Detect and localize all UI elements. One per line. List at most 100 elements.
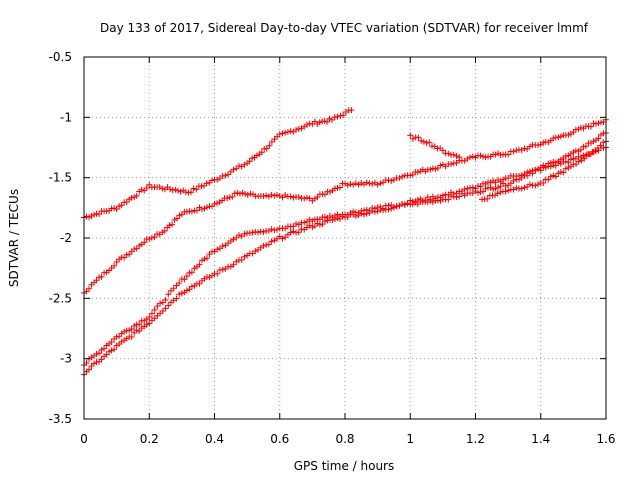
data-point <box>263 192 270 199</box>
data-point <box>295 125 302 132</box>
data-point <box>225 171 232 178</box>
data-point <box>177 188 184 195</box>
series-arc-5 <box>407 132 463 161</box>
data-point <box>537 167 544 174</box>
data-point <box>464 155 471 162</box>
data-point <box>456 154 463 161</box>
data-point <box>108 338 115 345</box>
data-point <box>547 173 554 180</box>
data-point <box>358 210 365 217</box>
data-point <box>113 206 120 213</box>
data-point <box>340 112 347 119</box>
data-point <box>303 121 310 128</box>
data-point <box>108 347 115 354</box>
data-point <box>469 153 476 160</box>
data-point <box>316 221 323 228</box>
data-point <box>497 189 504 196</box>
data-point <box>133 245 140 252</box>
data-point <box>590 138 597 145</box>
data-point <box>136 242 143 249</box>
data-point <box>535 181 542 188</box>
data-point <box>545 176 552 183</box>
data-point <box>407 172 414 179</box>
data-point <box>573 161 580 168</box>
data-point <box>126 251 133 258</box>
data-point <box>439 192 446 199</box>
data-point <box>547 163 554 170</box>
data-point <box>188 189 195 196</box>
data-point <box>116 203 123 210</box>
data-point <box>183 273 190 280</box>
data-point <box>91 360 98 367</box>
data-point <box>260 193 267 200</box>
data-point <box>437 162 444 169</box>
data-point <box>138 186 145 193</box>
data-point <box>236 190 243 197</box>
data-point <box>219 243 226 250</box>
data-point <box>450 151 457 158</box>
grid-lines <box>84 57 606 419</box>
data-point <box>570 155 577 162</box>
data-point <box>407 197 414 204</box>
data-point <box>472 185 479 192</box>
data-point <box>241 253 248 260</box>
data-point <box>123 251 130 258</box>
data-point <box>505 151 512 158</box>
data-point <box>510 148 517 155</box>
data-point <box>480 188 487 195</box>
data-point <box>265 193 272 200</box>
data-point <box>361 211 368 218</box>
data-point <box>131 246 138 253</box>
data-point <box>172 186 179 193</box>
data-point <box>423 139 430 146</box>
data-point <box>521 184 528 191</box>
data-point <box>426 139 433 146</box>
data-point <box>183 287 190 294</box>
data-point <box>513 184 520 191</box>
data-point <box>396 175 403 182</box>
y-tick-label: -1 <box>60 110 72 124</box>
data-point <box>592 120 599 127</box>
data-point <box>169 187 176 194</box>
x-tick-label: 1.6 <box>596 432 615 446</box>
data-point <box>555 159 562 166</box>
data-point <box>295 229 302 236</box>
y-tick-label: -2 <box>60 231 72 245</box>
data-point <box>334 214 341 221</box>
data-point <box>582 143 589 150</box>
x-tick-label: 0.8 <box>335 432 354 446</box>
data-point <box>301 195 308 202</box>
data-point <box>577 124 584 131</box>
data-point <box>244 191 251 198</box>
series-arc-1 <box>81 107 355 221</box>
data-point <box>287 229 294 236</box>
data-point <box>334 113 341 120</box>
data-point <box>276 192 283 199</box>
data-point <box>535 166 542 173</box>
data-point <box>165 302 172 309</box>
data-point <box>414 196 421 203</box>
x-tick-label: 0.2 <box>140 432 159 446</box>
data-point <box>377 180 384 187</box>
data-point <box>176 291 183 298</box>
data-point <box>287 128 294 135</box>
data-point <box>358 179 365 186</box>
y-tick-label: -3.5 <box>49 412 72 426</box>
data-point <box>263 145 270 152</box>
data-point <box>467 154 474 161</box>
data-point <box>131 194 138 201</box>
series-arc-4 <box>81 144 609 378</box>
x-tick-labels: 0 0.2 0.4 0.6 0.8 1 1.2 1.4 1.6 <box>80 432 615 446</box>
x-tick-label: 1 <box>406 432 414 446</box>
data-point <box>448 161 455 168</box>
data-point <box>276 131 283 138</box>
data-point <box>590 120 597 127</box>
data-point <box>540 179 547 186</box>
data-point <box>524 169 531 176</box>
data-point <box>321 218 328 225</box>
data-point <box>404 200 411 207</box>
data-point <box>173 215 180 222</box>
data-point <box>331 114 338 121</box>
data-point <box>214 200 221 207</box>
